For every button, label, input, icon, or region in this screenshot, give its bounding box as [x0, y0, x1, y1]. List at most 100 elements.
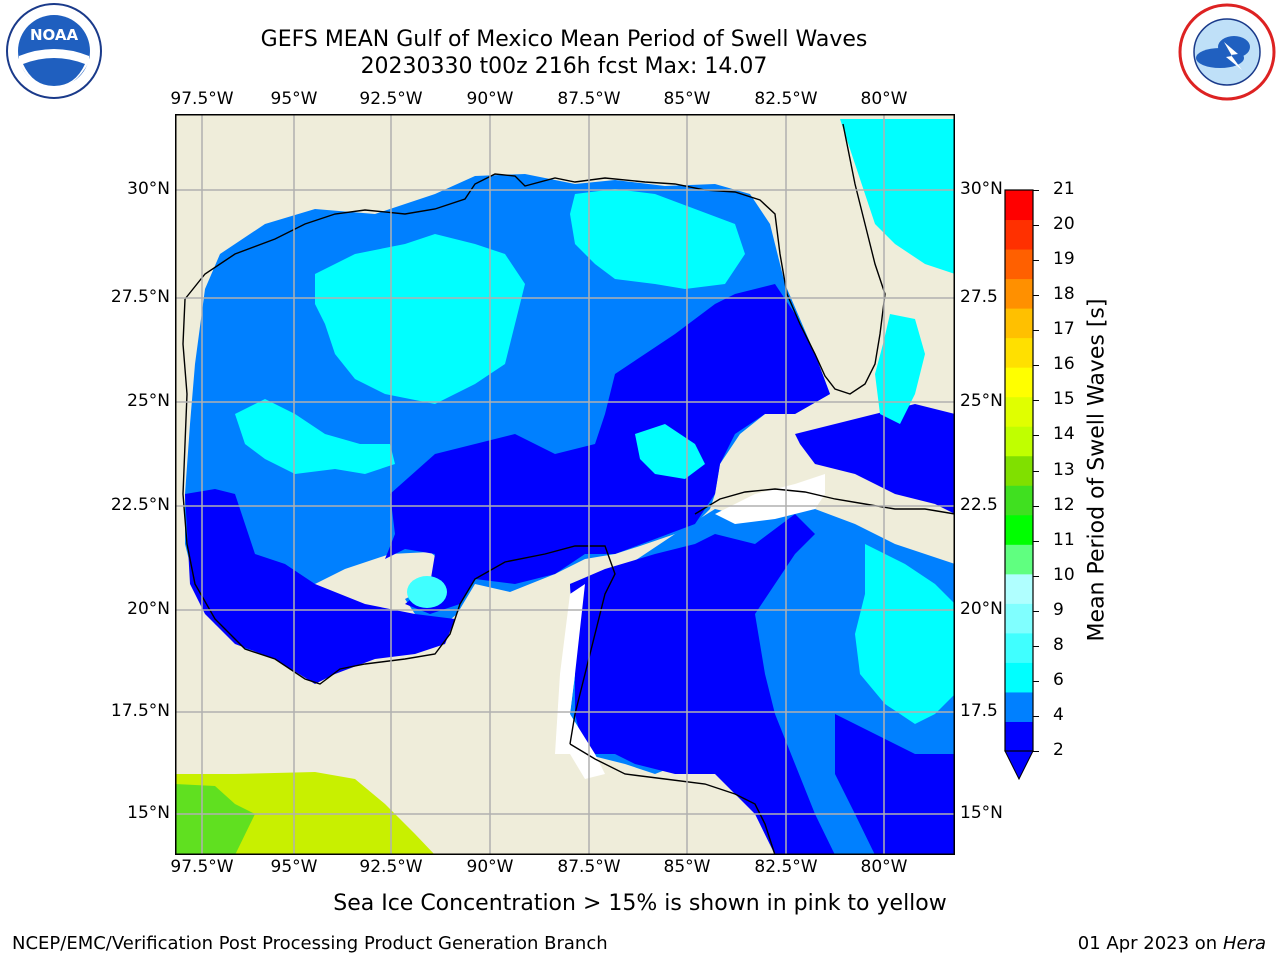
lon-label-top: 90°W — [466, 89, 514, 109]
coastline-mexico — [182, 298, 616, 745]
colorbar-tick-label: 12 — [1053, 494, 1075, 515]
deep-blue-zone-caribbean — [570, 514, 835, 855]
colorbar-tick-mark — [1033, 715, 1039, 717]
colorbar-bin — [1005, 367, 1033, 398]
noaa-logo: NOAA — [5, 2, 103, 100]
cyan-zone-central — [315, 234, 525, 404]
colorbar-tick-label: 21 — [1053, 179, 1075, 199]
colorbar-tick-mark — [1033, 400, 1039, 402]
lon-label-top: 87.5°W — [557, 89, 621, 109]
lon-label-bottom: 92.5°W — [359, 857, 423, 877]
colorbar-tick-mark — [1033, 225, 1039, 227]
colorbar-tick-mark — [1033, 540, 1039, 542]
colorbar-bin — [1005, 662, 1033, 693]
footer-date: 01 Apr 2023 on Hera — [1078, 933, 1266, 954]
colorbar-tick-mark — [1033, 751, 1039, 752]
coastline-honduras — [569, 743, 776, 855]
sea-ice-inner — [175, 784, 255, 855]
colorbar-bin — [1005, 514, 1033, 545]
deep-blue-zone-west — [185, 489, 455, 684]
map-border — [175, 114, 955, 855]
deep-blue-zone-south — [835, 714, 955, 855]
colorbar-tick-label: 15 — [1053, 389, 1075, 410]
colorbar-bin — [1005, 190, 1033, 221]
chart-title: GEFS MEAN Gulf of Mexico Mean Period of … — [260, 27, 868, 52]
cyan-zone-west — [235, 399, 395, 474]
colorbar-tick-label: 6 — [1053, 669, 1064, 690]
lat-label-right: 25°N — [960, 391, 1003, 411]
colorbar-tick-mark — [1033, 645, 1039, 647]
lon-label-bottom: 87.5°W — [557, 857, 621, 877]
colorbar-scale — [1004, 189, 1034, 781]
colorbar-bin — [1005, 573, 1033, 604]
lon-label-bottom: 82.5°W — [754, 857, 818, 877]
cyan-zone-se — [855, 544, 955, 724]
colorbar-bin — [1005, 337, 1033, 368]
lat-label-left: 27.5°N — [110, 287, 170, 307]
colorbar-bin — [1005, 426, 1033, 457]
colorbar-tick-mark — [1033, 470, 1039, 472]
lon-label-bottom: 85°W — [663, 857, 711, 877]
lat-label-right: 30°N — [960, 179, 1003, 199]
nodata-zone-cuba — [715, 474, 825, 524]
colorbar-tick-label: 9 — [1053, 599, 1064, 620]
colorbar-bin — [1005, 308, 1033, 339]
colorbar-tick-label: 10 — [1053, 564, 1075, 585]
lat-label-left: 20°N — [127, 599, 170, 619]
lat-label-right: 17.5 — [960, 701, 998, 721]
colorbar-bin — [1005, 278, 1033, 309]
graticule — [175, 114, 955, 855]
colorbar-bin — [1005, 544, 1033, 575]
map-panel — [175, 114, 955, 855]
colorbar-bin — [1005, 632, 1033, 663]
lat-label-left: 15°N — [127, 803, 170, 823]
lon-label-bottom: 95°W — [270, 857, 318, 877]
lat-label-left: 17.5°N — [110, 701, 170, 721]
lat-label-right: 27.5 — [960, 287, 998, 307]
deep-blue-zone-straits — [795, 404, 955, 514]
colorbar-tick-mark — [1033, 610, 1039, 612]
nodata-zone-belize — [570, 714, 605, 779]
colorbar-bin — [1005, 455, 1033, 486]
colorbar-tick-label: 2 — [1053, 740, 1064, 760]
cyan-zone-north — [570, 189, 745, 289]
colorbar-bin — [1005, 249, 1033, 280]
colorbar-tick-label: 18 — [1053, 284, 1075, 305]
sea-ice-note: Sea Ice Concentration > 15% is shown in … — [333, 891, 947, 916]
coastline-gulf — [184, 123, 886, 395]
lon-label-top: 97.5°W — [170, 89, 234, 109]
chart-subtitle: 20230330 t00z 216h fcst Max: 14.07 — [360, 54, 768, 79]
footer-date-text: 01 Apr 2023 on — [1077, 933, 1223, 954]
colorbar-tick-mark — [1033, 505, 1039, 507]
colorbar-tick-mark — [1033, 190, 1039, 191]
colorbar-tick-mark — [1033, 260, 1039, 262]
colorbar-label: Mean Period of Swell Waves [s] — [1084, 298, 1110, 642]
colorbar-tick-label: 13 — [1053, 459, 1075, 480]
colorbar-bin — [1005, 603, 1033, 634]
lon-label-top: 92.5°W — [359, 89, 423, 109]
colorbar-bin — [1005, 396, 1033, 427]
colorbar-bin — [1005, 721, 1033, 752]
map-plot — [175, 114, 955, 855]
colorbar-tick-label: 14 — [1053, 424, 1075, 445]
colorbar-tick-label: 20 — [1053, 214, 1075, 235]
colorbar-tick-mark — [1033, 330, 1039, 332]
lat-label-left: 25°N — [127, 391, 170, 411]
cyan-spot-bay — [407, 576, 447, 608]
deep-blue-zone-central — [385, 284, 830, 614]
footer-credit: NCEP/EMC/Verification Post Processing Pr… — [12, 933, 608, 954]
colorbar-tick-mark — [1033, 295, 1039, 297]
colorbar-tick-label: 11 — [1053, 529, 1075, 550]
lon-label-bottom: 97.5°W — [170, 857, 234, 877]
cyan-zone-florida-east — [875, 314, 925, 424]
colorbar-bin — [1005, 691, 1033, 722]
colorbar-tick-label: 8 — [1053, 634, 1064, 655]
cyan-zone-atlantic — [840, 119, 955, 274]
colorbar-tick-mark — [1033, 680, 1039, 682]
colorbar-tick-label: 17 — [1053, 319, 1075, 340]
lon-label-bottom: 90°W — [466, 857, 514, 877]
nws-logo — [1176, 2, 1278, 102]
lon-label-top: 85°W — [663, 89, 711, 109]
colorbar-extend-arrow — [1004, 750, 1034, 781]
colorbar-bin — [1005, 219, 1033, 250]
